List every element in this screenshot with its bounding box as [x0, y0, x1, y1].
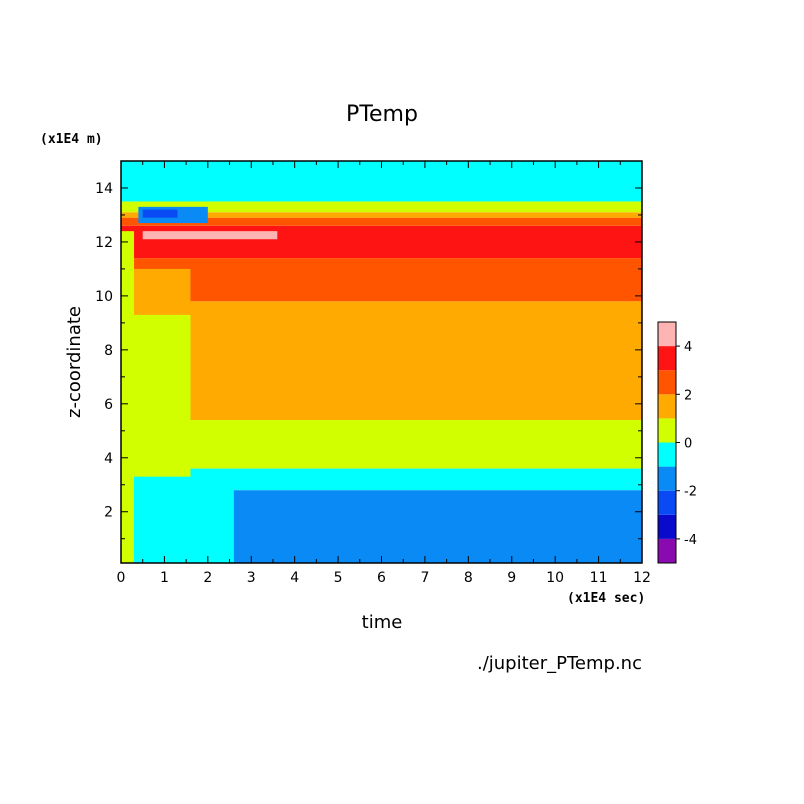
x-tick-label: 9 — [507, 570, 516, 586]
colorbar-swatch — [658, 466, 676, 491]
colorbar-swatch — [658, 418, 676, 443]
x-tick-label: 5 — [334, 570, 343, 586]
x-tick-label: 2 — [203, 570, 212, 586]
transient-feature-5 — [142, 209, 178, 218]
x-axis-label: time — [362, 612, 403, 633]
colorbar-swatch — [658, 442, 676, 467]
y-axis: 2 4 6 8 10 12 14 — [95, 181, 642, 540]
transient-feature-2 — [134, 314, 191, 477]
contour-band-1 — [121, 468, 642, 491]
x-unit-label: (x1E4 sec) — [567, 591, 645, 606]
colorbar-tick-label: 4 — [684, 340, 692, 355]
x-tick-label: 1 — [160, 570, 169, 586]
contour-band-7 — [121, 212, 642, 218]
x-tick-label: 11 — [590, 570, 608, 586]
contour-band-8 — [121, 201, 642, 213]
contour-band-2 — [121, 420, 642, 469]
y-axis-label: z-coordinate — [64, 306, 85, 418]
colorbar-tick-label: 0 — [684, 437, 692, 452]
colorbar-swatch — [658, 394, 676, 419]
colorbar-swatch — [658, 370, 676, 395]
source-filename: ./jupiter_PTemp.nc — [477, 653, 642, 674]
y-tick-label: 10 — [95, 289, 113, 305]
colorbar-tick-label: -2 — [684, 485, 697, 500]
y-tick-label: 14 — [95, 181, 113, 197]
y-tick-label: 2 — [104, 505, 113, 521]
colorbar-swatch — [658, 346, 676, 371]
x-tick-label: 8 — [464, 570, 473, 586]
contour-band-5 — [121, 225, 642, 259]
chart-title: PTemp — [346, 102, 418, 127]
contour-band-4 — [121, 258, 642, 302]
y-tick-label: 4 — [104, 451, 113, 467]
transient-features — [121, 206, 278, 563]
x-tick-label: 10 — [546, 570, 564, 586]
transient-feature-3 — [134, 268, 191, 315]
colorbar-tick-label: 2 — [684, 388, 692, 403]
colorbar-swatch — [658, 322, 676, 347]
y-unit-label: (x1E4 m) — [40, 132, 103, 147]
colorbar-swatch — [658, 514, 676, 539]
contour-band-6 — [121, 217, 642, 226]
x-axis: 0 1 2 3 4 5 6 7 8 9 10 11 12 — [117, 161, 651, 586]
transient-feature-0 — [121, 231, 135, 563]
transient-feature-1 — [134, 476, 234, 563]
x-tick-label: 3 — [247, 570, 256, 586]
contour-band-3 — [121, 301, 642, 421]
colorbar-swatch — [658, 490, 676, 515]
x-tick-label: 0 — [117, 570, 126, 586]
x-tick-label: 12 — [633, 570, 651, 586]
x-tick-label: 6 — [377, 570, 386, 586]
colorbar-tick-label: -4 — [684, 533, 697, 548]
y-tick-label: 8 — [104, 343, 113, 359]
x-tick-label: 4 — [290, 570, 299, 586]
transient-feature-6 — [142, 231, 278, 240]
x-tick-label: 7 — [420, 570, 429, 586]
y-tick-label: 12 — [95, 235, 113, 251]
y-tick-label: 6 — [104, 397, 113, 413]
colorbar: -4 -2 0 2 4 — [657, 321, 697, 564]
colorbar-swatch — [658, 538, 676, 563]
